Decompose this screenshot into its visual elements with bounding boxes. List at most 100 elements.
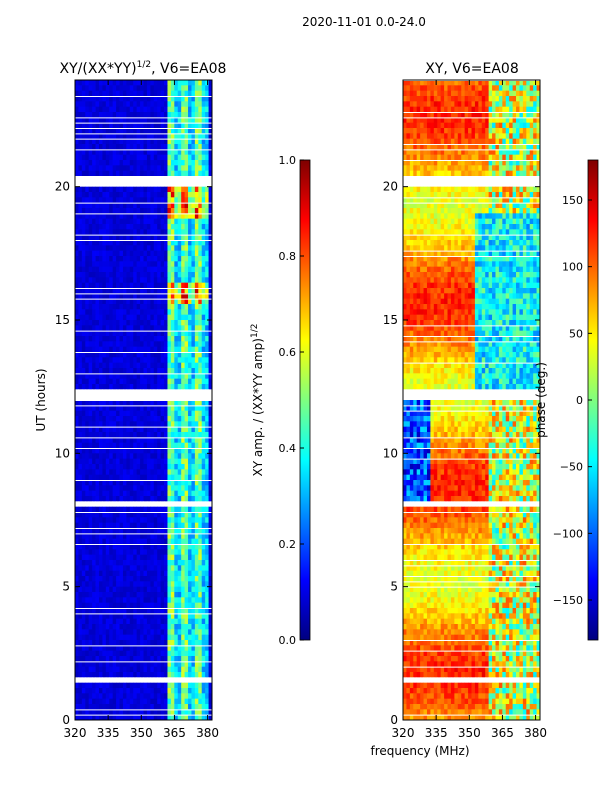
heatmap-cell [157,677,162,684]
heatmap-cell [102,304,107,310]
heatmap-cell [136,186,141,193]
heatmap-cell [146,682,151,689]
heatmap-cell [122,336,127,342]
heatmap-cell [194,144,199,150]
heatmap-cell [150,192,155,198]
heatmap-cell [164,240,168,246]
heatmap-cell [191,138,196,145]
heatmap-cell [205,432,209,438]
heatmap-cell [153,618,158,625]
heatmap-cell [85,608,90,614]
heatmap-cell [194,261,199,268]
heatmap-cell [167,181,172,188]
heatmap-cell [129,154,134,161]
heatmap-cell [205,101,209,108]
heatmap-cell [194,586,199,593]
heatmap-cell [181,517,185,524]
heatmap-cell [201,224,206,230]
heatmap-cell [102,421,107,428]
heatmap-cell [208,714,213,721]
heatmap-cell [177,336,182,342]
heatmap-cell [78,410,83,417]
heatmap-cell [177,666,182,673]
heatmap-cell [519,85,524,92]
heatmap-cell [205,613,209,620]
heatmap-cell [136,320,141,326]
heatmap-cell [116,357,120,364]
heatmap-cell [198,549,203,556]
heatmap-cell [75,128,79,134]
heatmap-cell [81,410,86,417]
heatmap-cell [112,714,117,721]
heatmap-cell [201,554,206,561]
heatmap-cell [119,693,124,700]
heatmap-cell [194,714,199,721]
heatmap-cell [105,410,110,417]
heatmap-cell [81,597,86,604]
heatmap-cell [102,629,107,636]
heatmap-cell [167,597,172,604]
heatmap-cell [85,453,90,460]
heatmap-cell [188,122,192,129]
heatmap-cell [78,341,83,348]
heatmap-cell [184,117,189,124]
heatmap-cell [150,106,155,113]
heatmap-cell [191,256,196,262]
heatmap-cell [88,197,93,204]
heatmap-cell [85,144,90,150]
heatmap-cell [444,85,448,92]
heatmap-cell [119,688,124,694]
heatmap-cell [184,218,189,225]
heatmap-cell [205,688,209,694]
heatmap-cell [201,314,206,321]
heatmap-cell [201,394,206,401]
heatmap-cell [167,229,172,236]
heatmap-cell [122,346,127,353]
heatmap-cell [164,650,168,657]
heatmap-cell [174,336,179,342]
heatmap-cell [208,389,213,396]
heatmap-cell [208,128,213,134]
heatmap-cell [157,304,162,310]
heatmap-cell [136,672,141,678]
heatmap-cell [136,592,141,598]
heatmap-cell [181,368,185,374]
heatmap-cell [188,608,192,614]
heatmap-cell [194,256,199,262]
heatmap-cell [181,490,185,497]
heatmap-cell [122,458,127,465]
heatmap-cell [157,448,162,454]
heatmap-cell [133,160,138,166]
heatmap-cell [140,613,144,620]
heatmap-cell [174,186,179,193]
heatmap-cell [181,149,185,156]
heatmap-cell [167,160,172,166]
heatmap-cell [191,517,196,524]
heatmap-cell [81,117,86,124]
heatmap-cell [75,448,79,454]
heatmap-cell [184,709,189,716]
heatmap-cell [160,666,165,673]
heatmap-cell [194,698,199,705]
heatmap-cell [194,101,199,108]
heatmap-cell [177,208,182,214]
heatmap-cell [177,341,182,348]
heatmap-cell [105,661,110,668]
heatmap-cell [150,266,155,273]
heatmap-cell [153,261,158,268]
heatmap-cell [194,213,199,220]
heatmap-cell [167,682,172,689]
heatmap-cell [133,149,138,156]
heatmap-cell [116,432,120,438]
heatmap-cell [164,224,168,230]
heatmap-cell [191,688,196,694]
heatmap-cell [143,581,148,588]
heatmap-cell [188,192,192,198]
heatmap-cell [119,282,124,289]
heatmap-cell [160,469,165,476]
heatmap-cell [194,133,199,140]
heatmap-cell [109,362,114,369]
heatmap-cell [105,634,110,641]
heatmap-cell [177,442,182,449]
heatmap-cell [208,80,213,86]
